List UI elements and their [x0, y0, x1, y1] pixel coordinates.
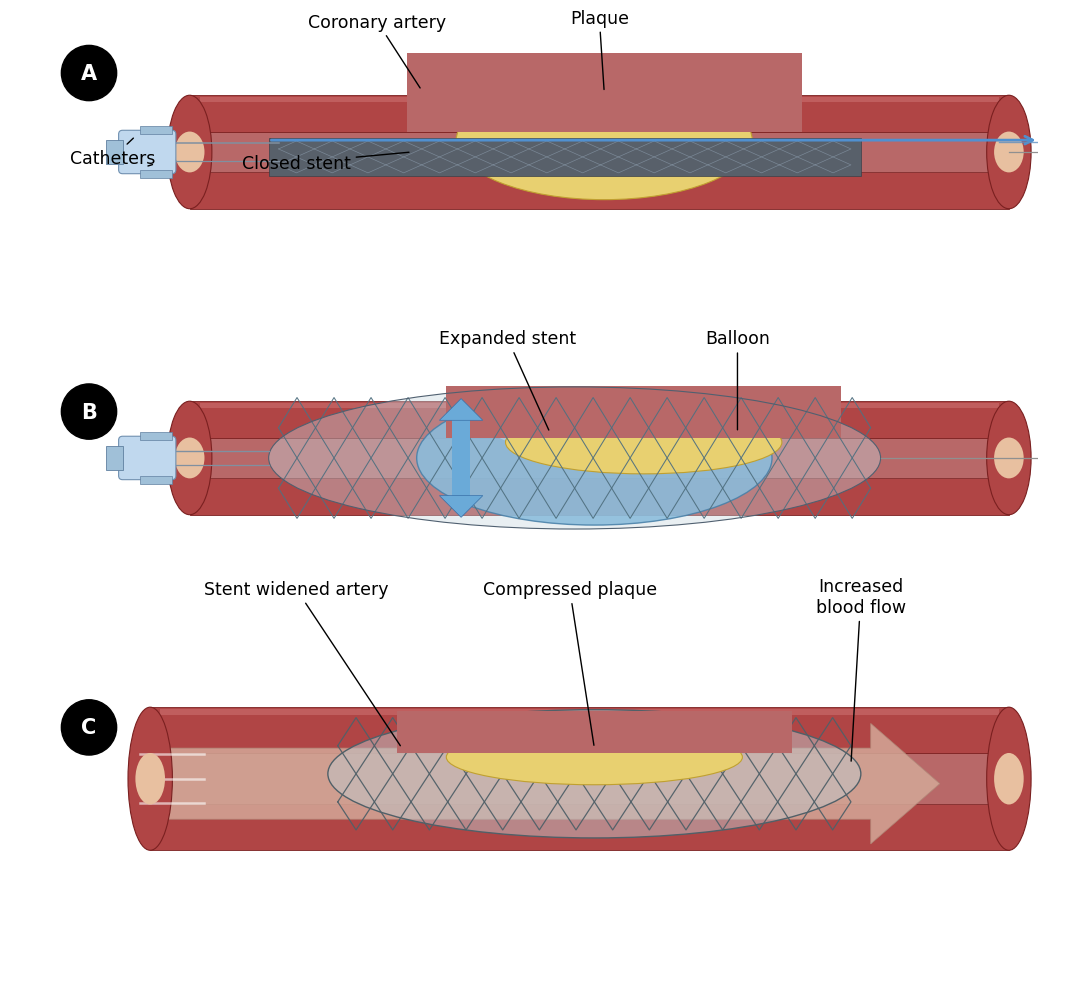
Polygon shape — [190, 174, 1009, 210]
Ellipse shape — [986, 402, 1031, 515]
Polygon shape — [190, 438, 1009, 479]
Polygon shape — [160, 724, 940, 844]
Text: Coronary artery: Coronary artery — [308, 14, 446, 89]
Text: Stent widened artery: Stent widened artery — [204, 581, 400, 746]
FancyBboxPatch shape — [119, 437, 175, 480]
Polygon shape — [439, 496, 483, 518]
Polygon shape — [190, 132, 1009, 174]
Polygon shape — [141, 433, 172, 441]
Ellipse shape — [168, 97, 211, 210]
Polygon shape — [150, 753, 1009, 805]
Ellipse shape — [497, 423, 621, 447]
Polygon shape — [190, 402, 1009, 438]
Ellipse shape — [994, 753, 1024, 805]
Text: C: C — [82, 718, 97, 738]
Polygon shape — [141, 476, 172, 484]
Text: Increased
blood flow: Increased blood flow — [815, 578, 906, 761]
Circle shape — [61, 700, 117, 755]
Ellipse shape — [135, 753, 165, 805]
Text: Plaque: Plaque — [570, 10, 629, 91]
Polygon shape — [446, 387, 841, 438]
Polygon shape — [141, 171, 172, 178]
Polygon shape — [199, 98, 1000, 103]
Polygon shape — [397, 711, 791, 753]
Ellipse shape — [416, 391, 772, 526]
Polygon shape — [268, 139, 861, 176]
Ellipse shape — [994, 438, 1024, 479]
Ellipse shape — [457, 82, 752, 200]
Text: Compressed plaque: Compressed plaque — [483, 581, 657, 745]
Ellipse shape — [128, 708, 172, 850]
Text: Catheters: Catheters — [70, 139, 156, 168]
Text: Balloon: Balloon — [705, 330, 770, 430]
Text: B: B — [81, 402, 97, 422]
Text: A: A — [81, 64, 97, 84]
Circle shape — [61, 385, 117, 440]
Polygon shape — [199, 403, 1000, 408]
Ellipse shape — [328, 710, 861, 838]
Polygon shape — [150, 805, 1009, 850]
Polygon shape — [150, 708, 1009, 753]
Ellipse shape — [506, 411, 782, 474]
Polygon shape — [160, 710, 1000, 716]
Polygon shape — [407, 53, 801, 132]
Text: Expanded stent: Expanded stent — [439, 330, 576, 431]
Ellipse shape — [168, 402, 211, 515]
FancyBboxPatch shape — [119, 131, 175, 175]
Polygon shape — [106, 447, 122, 470]
Ellipse shape — [994, 132, 1024, 174]
Ellipse shape — [446, 730, 742, 785]
Polygon shape — [190, 479, 1009, 515]
Polygon shape — [106, 141, 122, 165]
Ellipse shape — [986, 708, 1031, 850]
Polygon shape — [141, 127, 172, 135]
Ellipse shape — [986, 97, 1031, 210]
Ellipse shape — [174, 438, 205, 479]
Polygon shape — [452, 421, 470, 496]
Polygon shape — [190, 97, 1009, 132]
Ellipse shape — [268, 387, 881, 529]
Circle shape — [61, 46, 117, 102]
Polygon shape — [439, 399, 483, 421]
Ellipse shape — [174, 132, 205, 174]
Text: Closed stent: Closed stent — [242, 153, 409, 173]
